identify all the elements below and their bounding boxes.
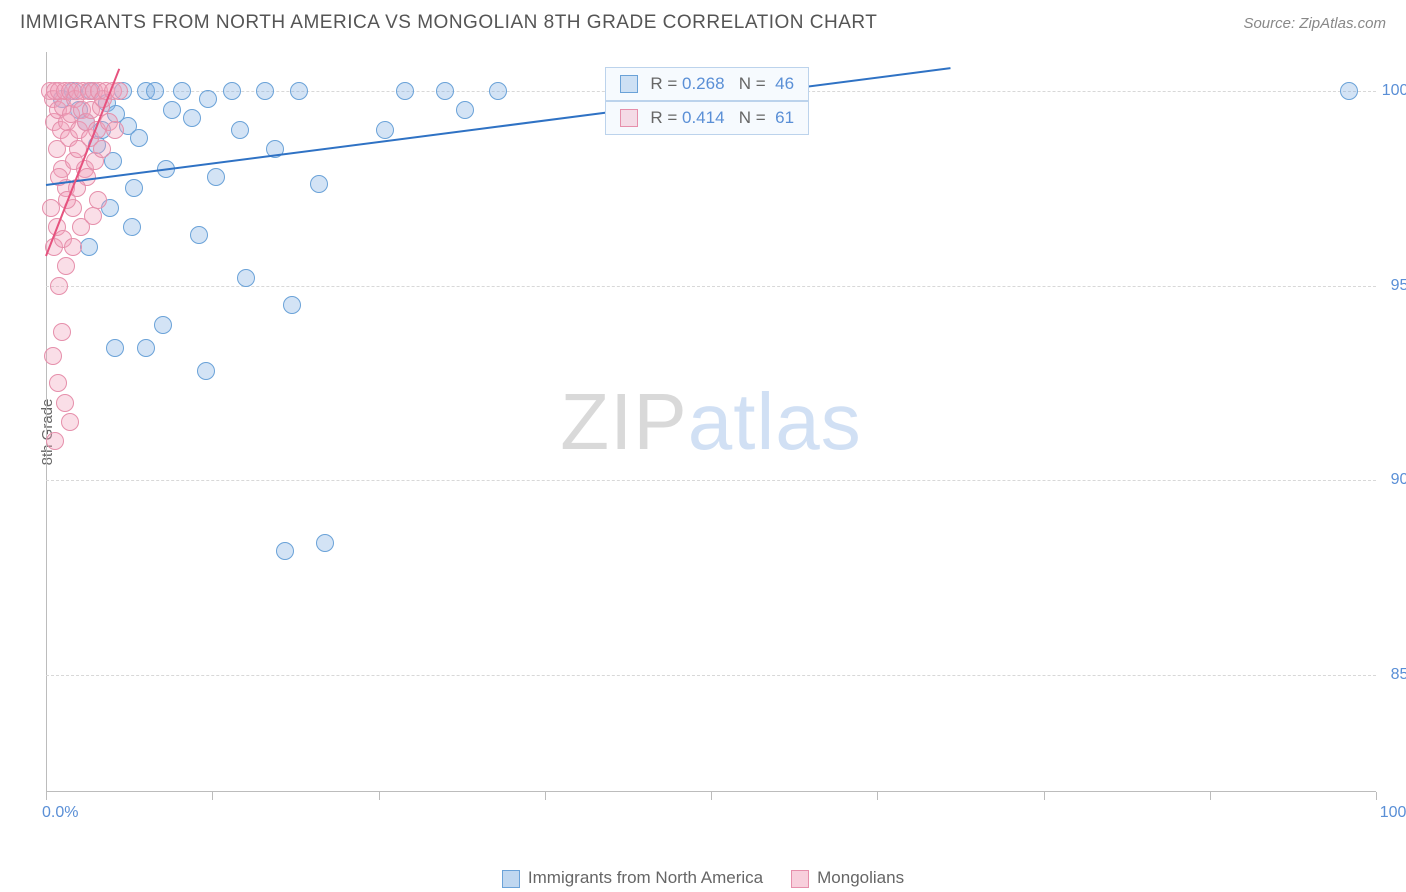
data-point (44, 347, 62, 365)
data-point (146, 82, 164, 100)
x-tick (46, 792, 47, 800)
y-tick-label: 100.0% (1380, 82, 1406, 100)
series-swatch (620, 109, 638, 127)
legend-label: Immigrants from North America (528, 868, 763, 887)
data-point (80, 238, 98, 256)
x-tick (212, 792, 213, 800)
x-tick (545, 792, 546, 800)
watermark-part1: ZIP (560, 377, 687, 466)
data-point (106, 339, 124, 357)
data-point (163, 101, 181, 119)
data-point (237, 269, 255, 287)
y-tick-label: 95.0% (1380, 277, 1406, 295)
gridline-h (46, 480, 1376, 481)
data-point (56, 394, 74, 412)
x-tick (1210, 792, 1211, 800)
data-point (1340, 82, 1358, 100)
data-point (207, 168, 225, 186)
data-point (130, 129, 148, 147)
correlation-box: R = 0.268 N = 46 (605, 67, 809, 101)
correlation-box: R = 0.414 N = 61 (605, 101, 809, 135)
data-point (106, 121, 124, 139)
gridline-h (46, 675, 1376, 676)
data-point (46, 432, 64, 450)
x-min-label: 0.0% (42, 804, 78, 822)
y-tick-label: 85.0% (1380, 666, 1406, 684)
data-point (290, 82, 308, 100)
data-point (49, 374, 67, 392)
data-point (231, 121, 249, 139)
data-point (57, 257, 75, 275)
data-point (456, 101, 474, 119)
data-point (396, 82, 414, 100)
x-tick (711, 792, 712, 800)
data-point (199, 90, 217, 108)
data-point (84, 207, 102, 225)
chart-container: 8th Grade ZIPatlas 85.0%90.0%95.0%100.0%… (18, 42, 1388, 822)
x-tick (379, 792, 380, 800)
chart-source: Source: ZipAtlas.com (1243, 15, 1386, 32)
watermark: ZIPatlas (560, 376, 861, 468)
data-point (50, 277, 68, 295)
data-point (436, 82, 454, 100)
legend: Immigrants from North America Mongolians (0, 868, 1406, 888)
x-tick (1044, 792, 1045, 800)
legend-item: Mongolians (791, 868, 904, 888)
data-point (197, 362, 215, 380)
data-point (283, 296, 301, 314)
data-point (173, 82, 191, 100)
data-point (154, 316, 172, 334)
legend-swatch (791, 870, 809, 888)
data-point (376, 121, 394, 139)
data-point (137, 339, 155, 357)
series-swatch (620, 75, 638, 93)
data-point (183, 109, 201, 127)
data-point (53, 323, 71, 341)
data-point (256, 82, 274, 100)
data-point (223, 82, 241, 100)
data-point (310, 175, 328, 193)
x-tick (1376, 792, 1377, 800)
legend-item: Immigrants from North America (502, 868, 763, 888)
data-point (489, 82, 507, 100)
data-point (93, 140, 111, 158)
legend-label: Mongolians (817, 868, 904, 887)
data-point (61, 413, 79, 431)
chart-title: IMMIGRANTS FROM NORTH AMERICA VS MONGOLI… (20, 12, 877, 34)
data-point (276, 542, 294, 560)
plot-area: ZIPatlas 85.0%90.0%95.0%100.0%0.0%100.0%… (46, 52, 1376, 792)
x-tick (877, 792, 878, 800)
legend-swatch (502, 870, 520, 888)
x-max-label: 100.0% (1380, 804, 1406, 822)
data-point (190, 226, 208, 244)
watermark-part2: atlas (688, 377, 862, 466)
data-point (89, 191, 107, 209)
y-tick-label: 90.0% (1380, 471, 1406, 489)
data-point (316, 534, 334, 552)
data-point (123, 218, 141, 236)
data-point (64, 238, 82, 256)
data-point (125, 179, 143, 197)
chart-header: IMMIGRANTS FROM NORTH AMERICA VS MONGOLI… (0, 0, 1406, 42)
